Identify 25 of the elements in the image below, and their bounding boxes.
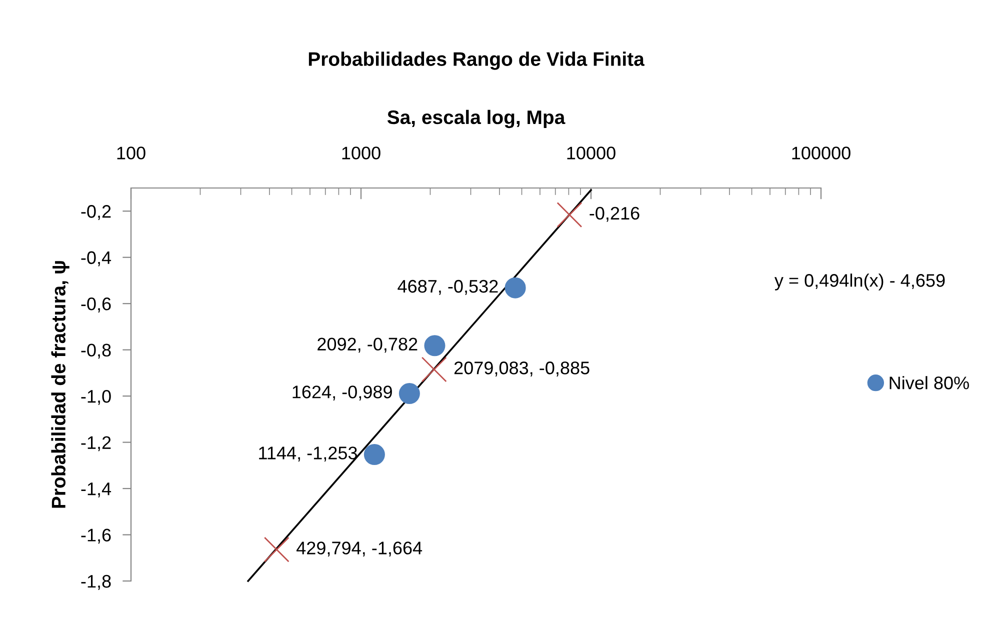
data-label: 429,794, -1,664 bbox=[296, 542, 422, 557]
x-tick-label: 1000 bbox=[342, 146, 380, 160]
y-axis-title: Probabilidad de fractura, ψ bbox=[51, 261, 70, 508]
annotation: y = 0,494ln(x) - 4,659 bbox=[774, 274, 945, 290]
y-tick-label: -1,0 bbox=[81, 390, 111, 405]
y-tick-label: -0,4 bbox=[81, 251, 112, 266]
y-tick-label: -0,2 bbox=[81, 205, 111, 220]
data-label: -0,216 bbox=[590, 206, 640, 222]
y-tick-label: -1,2 bbox=[81, 436, 111, 452]
data-label: 1624, -0,989 bbox=[292, 386, 392, 400]
x-tick-label: 10000 bbox=[567, 146, 616, 160]
data-label: 4687, -0,532 bbox=[398, 280, 498, 295]
y-tick-label: -0,6 bbox=[81, 298, 111, 312]
data-label: 1144, -1,253 bbox=[259, 446, 357, 462]
y-tick-label: -1,6 bbox=[81, 528, 111, 544]
y-tick-label: -0,8 bbox=[81, 344, 111, 359]
y-tick-label: -1,8 bbox=[81, 574, 111, 590]
chart-title: Probabilidades Rango de Vida Finita bbox=[308, 52, 645, 70]
y-tick-label: -1,4 bbox=[81, 482, 112, 498]
data-label: 2079,083, -0,885 bbox=[454, 362, 590, 376]
x-tick-label: 100 bbox=[117, 146, 146, 160]
data-label: 2092, -0,782 bbox=[318, 338, 418, 353]
legend-label: Nivel 80% bbox=[890, 376, 969, 390]
x-tick-label: 100000 bbox=[792, 146, 850, 160]
x-axis-title: Sa, escala log, Mpa bbox=[387, 110, 566, 128]
